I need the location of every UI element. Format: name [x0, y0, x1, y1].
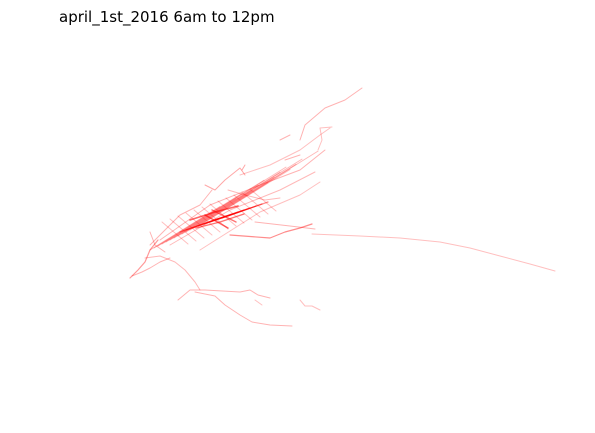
trip-route [227, 201, 269, 217]
trip-route [149, 189, 213, 246]
trip-route [173, 171, 281, 239]
trip-route [131, 257, 171, 277]
trip-route [177, 289, 271, 301]
trip-route [197, 182, 269, 227]
trip-routes-layer [129, 87, 556, 327]
trip-route [239, 127, 331, 176]
trip-route [159, 149, 326, 241]
trip-route [201, 168, 291, 225]
trip-route [195, 213, 245, 229]
trip-route [217, 200, 245, 224]
trip-route [225, 197, 253, 221]
trip-route [204, 214, 229, 229]
trip-route [204, 167, 246, 191]
trip-route [177, 158, 303, 237]
trip-route [193, 209, 221, 233]
trip-route [241, 191, 269, 215]
trip-route [153, 192, 243, 249]
trip-route [233, 194, 261, 218]
trip-route [169, 218, 197, 242]
trip-route [211, 209, 237, 223]
trip-route [254, 299, 263, 306]
trip-route [197, 211, 239, 227]
trip-route [161, 166, 287, 245]
trip-route [249, 188, 277, 212]
trip-route [177, 215, 205, 239]
trip-route [169, 171, 316, 246]
trip-route [144, 255, 201, 291]
map-title: april_1st_2016 6am to 12pm [59, 8, 275, 26]
trip-route [254, 221, 316, 230]
trip-route [311, 233, 556, 272]
trip-route [193, 150, 319, 229]
trip-route [194, 291, 293, 327]
trip-route [215, 205, 257, 221]
trip-route [129, 239, 159, 279]
trip-route [241, 164, 246, 171]
trip-route [161, 221, 189, 245]
trip-route [279, 134, 291, 141]
trip-route [203, 209, 245, 225]
trip-route [199, 181, 321, 251]
trip-route [189, 163, 297, 231]
trip-route [317, 126, 333, 151]
trip-route [299, 299, 321, 311]
trip-route [185, 176, 275, 233]
trip-route [149, 231, 166, 253]
trip-route [165, 198, 237, 243]
trip-route [185, 215, 227, 231]
trip-route [227, 189, 281, 201]
trip-route [284, 154, 301, 161]
trip-route [229, 223, 313, 239]
trip-route [299, 87, 363, 141]
trip-route [209, 207, 251, 223]
trip-route [221, 203, 263, 219]
trip-route [185, 212, 213, 236]
